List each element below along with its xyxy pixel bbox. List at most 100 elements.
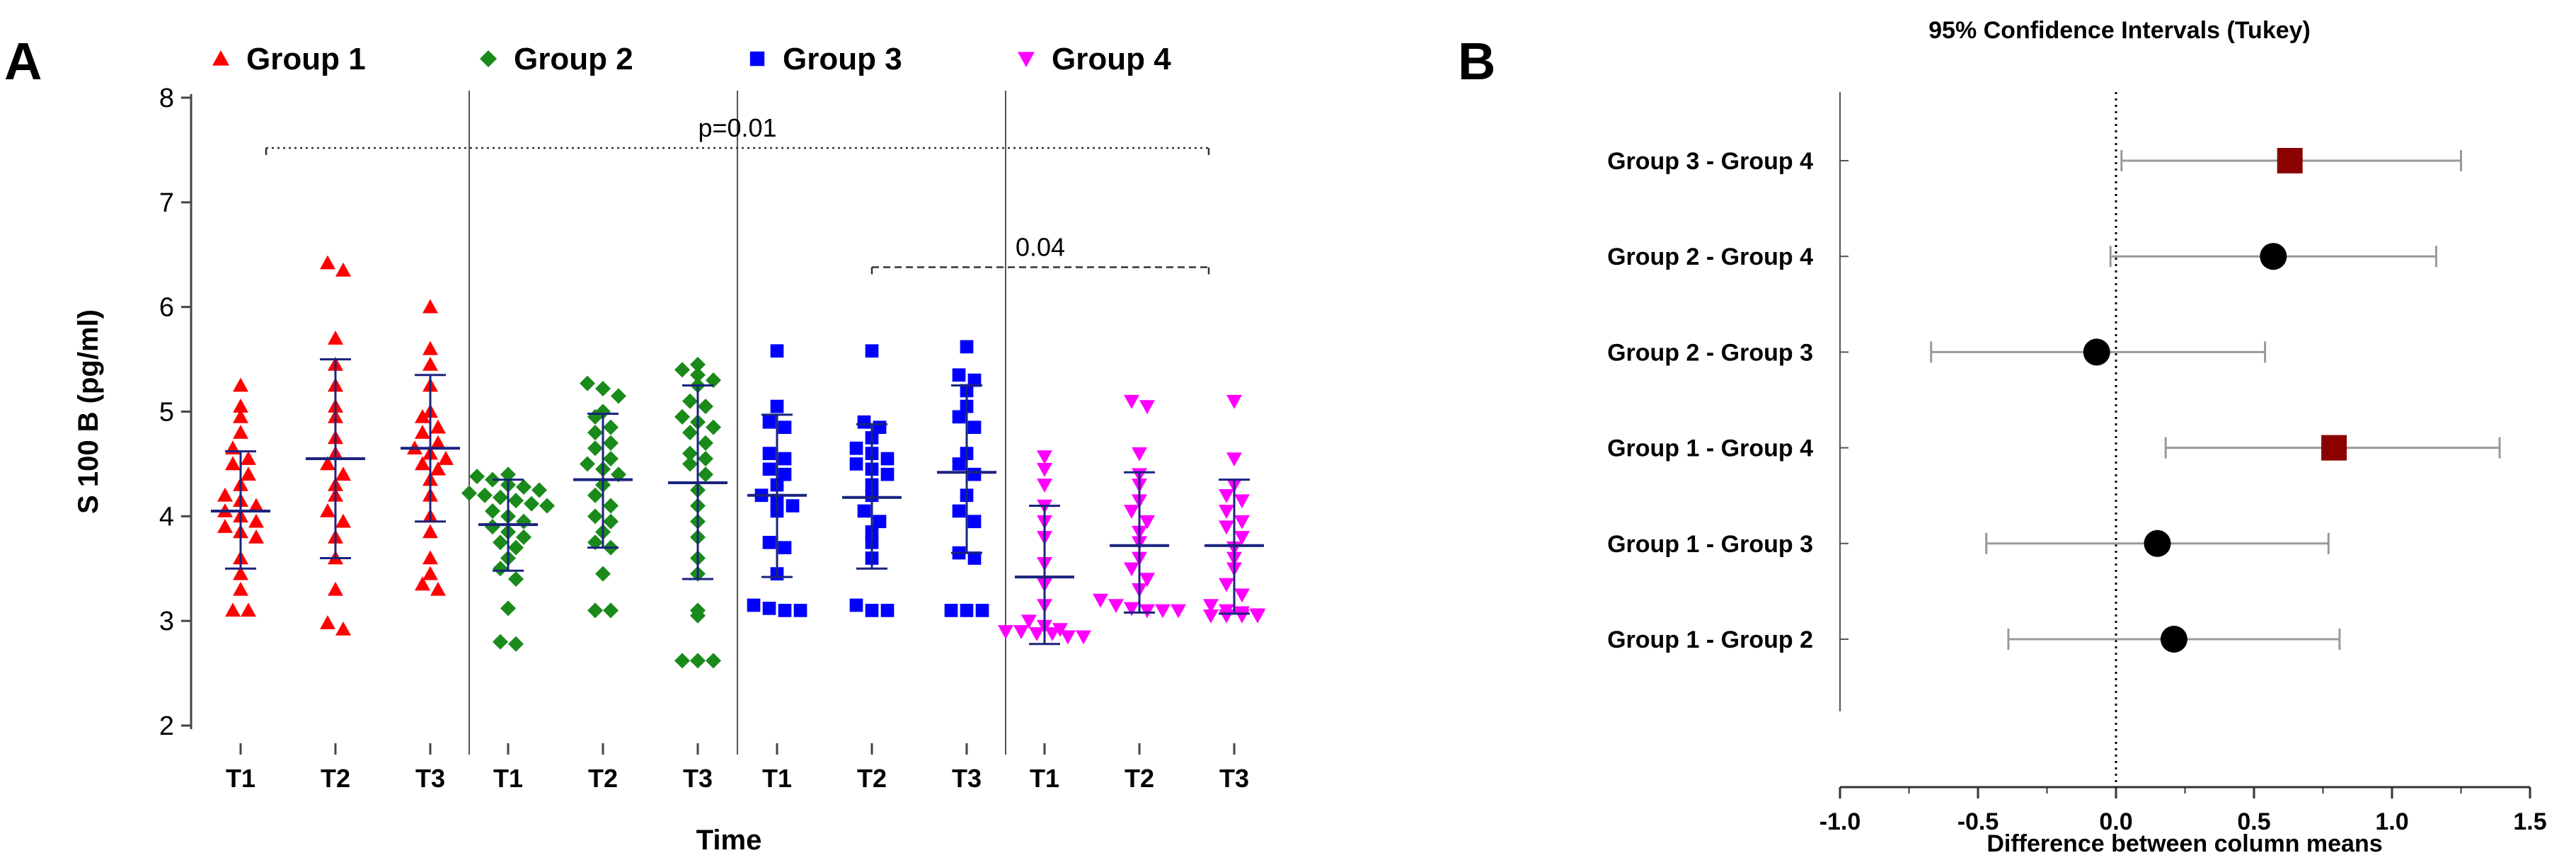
data-point — [516, 529, 531, 545]
data-point — [1226, 394, 1242, 409]
x-axis-label: Time — [696, 825, 762, 856]
data-point — [1124, 505, 1139, 519]
data-point — [1037, 463, 1052, 477]
x-axis-label: Difference between column means — [1986, 830, 2382, 857]
data-point — [690, 367, 706, 383]
data-point — [500, 466, 516, 483]
panel-a-scatter-chart: 2 3 4 5 6 7 8 T1 T2 T3 T1 T2 T3 T1 T2 T3 T1 T2 T3 S 100 B… — [73, 42, 1265, 856]
data-point — [1037, 450, 1052, 465]
data-point — [335, 466, 351, 481]
data-point — [698, 466, 713, 483]
data-point — [580, 375, 595, 391]
data-point — [706, 653, 721, 669]
data-point — [320, 456, 335, 471]
y-tick-label: 5 — [159, 398, 174, 428]
data-point — [422, 566, 438, 580]
data-point — [485, 503, 500, 519]
data-point — [422, 299, 438, 314]
data-point — [1219, 520, 1234, 535]
data-point — [241, 602, 256, 617]
data-point — [422, 550, 438, 565]
mean-difference-marker — [2277, 148, 2303, 173]
data-point — [1093, 593, 1108, 608]
data-point — [415, 408, 430, 423]
x-tick-label: 0.5 — [2237, 808, 2270, 835]
data-point — [1171, 604, 1186, 619]
data-point — [415, 576, 430, 591]
data-point — [762, 447, 776, 460]
x-axis-ticks: T1 T2 T3 T1 T2 T3 T1 T2 T3 T1 T2 T3 — [226, 743, 1249, 793]
mean-difference-marker — [2144, 529, 2171, 557]
data-point — [1021, 614, 1037, 629]
x-tick-label: T1 — [493, 764, 523, 793]
x-tick-label: 0.0 — [2099, 808, 2132, 835]
data-point — [1219, 609, 1234, 624]
data-point — [430, 435, 446, 449]
data-point — [587, 440, 603, 457]
data-point — [865, 344, 879, 358]
data-point — [967, 551, 982, 565]
data-point — [1234, 609, 1250, 624]
data-point — [1037, 479, 1052, 493]
data-point — [477, 487, 493, 503]
data-point — [967, 420, 982, 435]
data-point — [422, 356, 438, 371]
data-point — [531, 482, 547, 498]
data-point — [952, 368, 966, 382]
data-point — [706, 372, 721, 389]
x-tick-label: T3 — [683, 764, 713, 793]
data-point — [786, 499, 800, 512]
data-point — [952, 410, 966, 424]
data-point — [674, 408, 690, 425]
x-tick-label: T2 — [588, 764, 618, 793]
data-point — [493, 534, 508, 551]
error-bars — [211, 358, 1264, 646]
x-tick-label: T1 — [1030, 764, 1059, 793]
y-tick-label: 6 — [159, 293, 174, 323]
data-point — [674, 653, 690, 669]
comparison-label: Group 2 - Group 3 — [1607, 339, 1813, 366]
data-point — [1219, 578, 1234, 592]
data-point — [1045, 627, 1060, 641]
legend-marker — [480, 50, 497, 67]
x-tick-label: T3 — [1219, 764, 1249, 793]
data-point — [1234, 494, 1250, 509]
data-point — [690, 653, 706, 669]
data-point — [698, 399, 713, 415]
data-point — [960, 604, 974, 617]
data-point — [682, 456, 698, 472]
panel-label-a: A — [4, 32, 42, 91]
data-point — [1219, 505, 1234, 519]
data-point — [674, 362, 690, 378]
comparison-label: Group 3 - Group 4 — [1607, 148, 1813, 175]
x-axis-ticks: -1.0 -0.5 0.0 0.5 1.0 1.5 — [1819, 787, 2547, 835]
data-point — [1139, 573, 1155, 588]
data-point — [1234, 588, 1250, 603]
data-point — [880, 467, 895, 481]
data-point — [1124, 602, 1139, 617]
data-point — [328, 331, 343, 345]
x-tick-label: T3 — [952, 764, 982, 793]
data-point — [320, 503, 335, 517]
data-point — [1029, 627, 1045, 641]
legend-label: Group 2 — [514, 42, 633, 76]
data-point — [849, 457, 863, 471]
data-point — [1250, 609, 1265, 624]
data-point — [508, 571, 524, 588]
mean-difference-marker — [2321, 435, 2347, 461]
data-point — [335, 513, 351, 528]
data-point — [778, 541, 792, 555]
data-point — [587, 487, 603, 503]
comparison-rows: Group 3 - Group 4 Group 2 - Group 4 Group … — [1607, 148, 2501, 653]
mean-difference-marker — [2083, 338, 2110, 366]
x-tick-label: 1.0 — [2375, 808, 2408, 835]
data-point — [320, 615, 335, 629]
data-point — [849, 441, 863, 455]
data-point — [865, 604, 879, 617]
data-point — [233, 377, 248, 392]
y-tick-label: 3 — [159, 607, 174, 636]
data-point — [778, 467, 792, 481]
data-point — [595, 380, 611, 396]
x-tick-label: T2 — [857, 764, 887, 793]
